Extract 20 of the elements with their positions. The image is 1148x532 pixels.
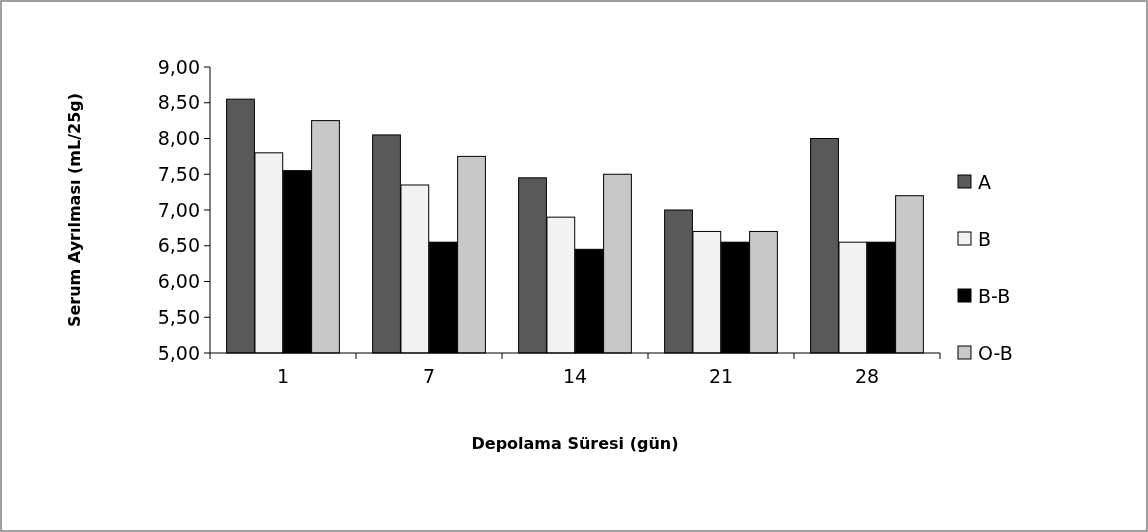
y-axis-title: Serum Ayrılması (mL/25g) bbox=[65, 92, 84, 328]
y-tick-label: 5,00 bbox=[157, 341, 200, 364]
y-tick-label: 7,50 bbox=[157, 162, 200, 185]
x-tick-label: 21 bbox=[708, 365, 734, 387]
x-tick-label: 7 bbox=[422, 365, 436, 387]
y-tick-label: 8,50 bbox=[157, 91, 200, 114]
y-tick-label: 5,50 bbox=[157, 305, 200, 328]
legend-label: A bbox=[978, 170, 991, 193]
y-tick-label: 6,50 bbox=[157, 234, 200, 257]
x-axis-title: Depolama Süresi (gün) bbox=[471, 434, 679, 453]
legend-label: B-B bbox=[978, 284, 1011, 307]
legend-label: O-B bbox=[978, 341, 1013, 364]
y-tick-label: 7,00 bbox=[157, 198, 200, 221]
y-tick-label: 6,00 bbox=[157, 270, 200, 293]
legend-label: B bbox=[978, 227, 992, 250]
y-tick-label: 9,00 bbox=[157, 55, 200, 78]
y-tick-label: 8,00 bbox=[157, 127, 200, 150]
x-tick-label: 14 bbox=[562, 365, 588, 387]
x-tick-label: 1 bbox=[276, 365, 290, 387]
x-tick-label: 28 bbox=[854, 365, 880, 387]
